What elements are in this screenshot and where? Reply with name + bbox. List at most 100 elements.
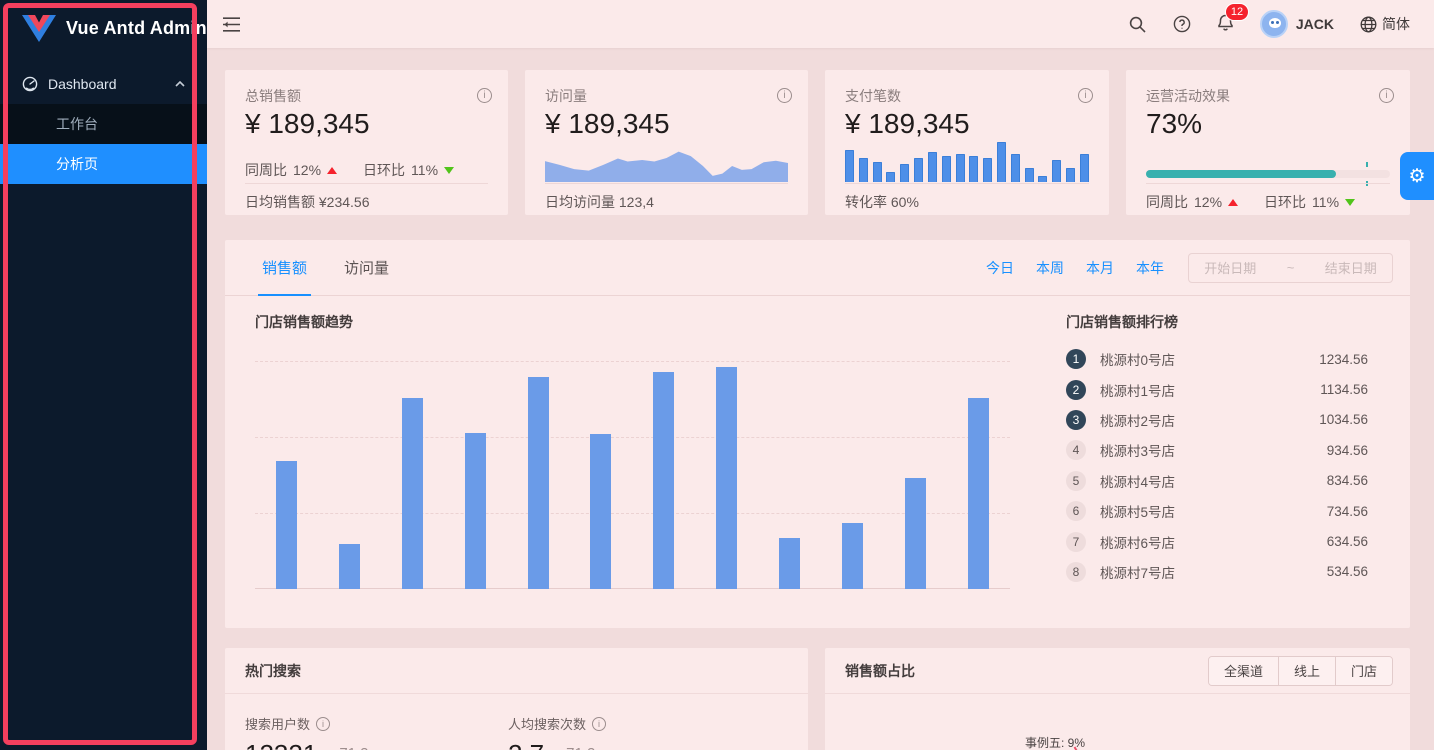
stat-card-value: 73% — [1146, 108, 1203, 139]
stat-card-value: ¥ 189,345 — [545, 108, 670, 139]
sidebar-item-label: Dashboard — [48, 76, 117, 92]
user-menu[interactable]: JACK — [1259, 10, 1334, 38]
channel-online-button[interactable]: 线上 — [1277, 656, 1335, 685]
ranking-row: 5 桃源村4号店 834.56 — [1066, 466, 1368, 496]
ranking-title: 门店销售额排行榜 — [1066, 314, 1178, 330]
submenu-item-label: 分析页 — [56, 156, 98, 172]
date-range-picker[interactable]: 开始日期 ~ 结束日期 — [1188, 252, 1393, 283]
search-icon[interactable] — [1129, 15, 1147, 33]
tab-visits[interactable]: 访问量 — [344, 260, 390, 277]
metric-search-users: 搜索用户数 i 12321 71.2 — [245, 714, 383, 750]
bar — [1024, 168, 1034, 182]
bar — [1010, 154, 1020, 182]
stat-card-value: ¥ 189,345 — [245, 108, 370, 139]
rank-badge: 4 — [1066, 440, 1086, 461]
locale-switcher[interactable]: 简体 — [1360, 14, 1410, 34]
bar — [1052, 160, 1062, 182]
rank-badge: 2 — [1066, 379, 1086, 400]
date-end-placeholder[interactable]: 结束日期 — [1324, 261, 1377, 276]
metric-value: 12321 — [245, 739, 317, 750]
bar — [967, 398, 989, 589]
chart-title: 门店销售额趋势 — [255, 314, 353, 330]
settings-gear-button[interactable]: ⚙ — [1400, 152, 1434, 200]
bar — [872, 162, 882, 182]
sidebar-item-workplace[interactable]: 工作台 — [0, 104, 207, 144]
notification-bell[interactable]: 12 — [1217, 2, 1250, 36]
avatar — [1259, 10, 1288, 38]
activity-progress-bar — [1146, 162, 1390, 186]
bar — [941, 156, 951, 182]
bar — [927, 152, 937, 182]
quick-ranges: 今日 本周 本月 本年 — [986, 258, 1164, 278]
bar — [527, 377, 549, 589]
app-title: Vue Antd Admin — [66, 17, 207, 38]
metric-search-per-user: 人均搜索次数 i 2.7 71.2 — [508, 714, 609, 750]
bar — [401, 398, 423, 589]
sidebar-item-analysis[interactable]: 分析页 — [0, 144, 207, 184]
stat-card-title: 访问量 — [545, 88, 587, 104]
hot-search-card: 热门搜索 搜索用户数 i 12321 71.2 人均搜索次数 i 2.7 — [225, 648, 808, 750]
trend-down-icon — [444, 166, 455, 174]
store-value: 534.56 — [1326, 564, 1368, 580]
vue-logo-icon — [22, 14, 56, 42]
range-year[interactable]: 本年 — [1136, 259, 1164, 276]
bar — [653, 372, 675, 589]
bar — [858, 158, 868, 182]
channel-all-button[interactable]: 全渠道 — [1208, 656, 1278, 685]
question-circle-icon[interactable] — [1173, 15, 1191, 33]
visits-area-chart — [545, 144, 788, 182]
tab-sales[interactable]: 销售额 — [257, 240, 312, 296]
store-name: 桃源村2号店 — [1100, 413, 1176, 429]
locale-label: 简体 — [1382, 16, 1410, 32]
metric-delta: 71.2 — [566, 745, 609, 750]
rank-badge: 7 — [1066, 531, 1086, 552]
store-value: 1034.56 — [1319, 412, 1368, 428]
ranking-row: 3 桃源村2号店 1034.56 — [1066, 405, 1368, 435]
stat-card-footer: 转化率 60% — [845, 194, 919, 210]
menu-fold-icon[interactable] — [223, 16, 240, 32]
date-start-placeholder[interactable]: 开始日期 — [1204, 261, 1257, 276]
bar — [464, 433, 486, 589]
range-month[interactable]: 本月 — [1086, 259, 1114, 276]
payments-bar-chart — [845, 142, 1089, 182]
info-icon[interactable]: i — [1078, 88, 1093, 103]
metric-value: 2.7 — [508, 739, 544, 750]
rank-badge: 8 — [1066, 561, 1086, 582]
ranking-row: 6 桃源村5号店 734.56 — [1066, 496, 1368, 526]
store-name: 桃源村6号店 — [1100, 535, 1176, 551]
app-logo[interactable]: Vue Antd Admin — [0, 0, 207, 56]
card-header: 热门搜索 — [225, 648, 808, 694]
store-name: 桃源村0号店 — [1100, 353, 1176, 369]
rank-badge: 3 — [1066, 409, 1086, 430]
trend-row: 同周比 12% 日环比 11% — [245, 160, 455, 180]
bar — [996, 142, 1006, 182]
ranking-row: 1 桃源村0号店 1234.56 — [1066, 344, 1368, 374]
channel-button-group: 全渠道 线上 门店 — [1207, 655, 1393, 686]
ranking-row: 4 桃源村3号店 934.56 — [1066, 435, 1368, 465]
stat-card-title: 支付笔数 — [845, 88, 901, 104]
store-ranking-list: 1 桃源村0号店 1234.56 2 桃源村1号店 1134.56 3 桃源村2号店 1034.… — [1066, 344, 1368, 587]
bar — [900, 164, 910, 182]
tabs-bar: 销售额 访问量 今日 本周 本月 本年 开始日期 ~ 结束日期 — [225, 240, 1410, 296]
channel-stores-button[interactable]: 门店 — [1334, 656, 1392, 685]
bar — [590, 434, 612, 589]
store-name: 桃源村5号店 — [1100, 505, 1176, 521]
metric-delta: 71.2 — [339, 745, 382, 750]
range-week[interactable]: 本周 — [1036, 259, 1064, 276]
sales-ratio-card: 销售额占比 全渠道 线上 门店 事例五: 9% — [825, 648, 1410, 750]
top-header: 12 JACK 简体 — [207, 0, 1434, 48]
store-sales-bar-chart — [255, 355, 1010, 589]
info-icon[interactable]: i — [316, 716, 331, 731]
range-today[interactable]: 今日 — [986, 259, 1014, 276]
pie-slice-label: 事例五: 9% — [1024, 736, 1085, 750]
card-header: 销售额占比 全渠道 线上 门店 — [825, 648, 1410, 694]
info-icon[interactable]: i — [477, 88, 492, 103]
sidebar-item-dashboard[interactable]: Dashboard — [0, 64, 207, 104]
info-icon[interactable]: i — [592, 716, 607, 731]
info-icon[interactable]: i — [777, 88, 792, 103]
store-value: 634.56 — [1326, 534, 1368, 550]
info-icon[interactable]: i — [1379, 88, 1394, 103]
bar — [983, 158, 993, 182]
stat-card-footer: 日均销售额 ¥234.56 — [245, 194, 370, 210]
stat-card-visits: 访问量 i ¥ 189,345 日均访问量 123,4 — [525, 70, 808, 215]
